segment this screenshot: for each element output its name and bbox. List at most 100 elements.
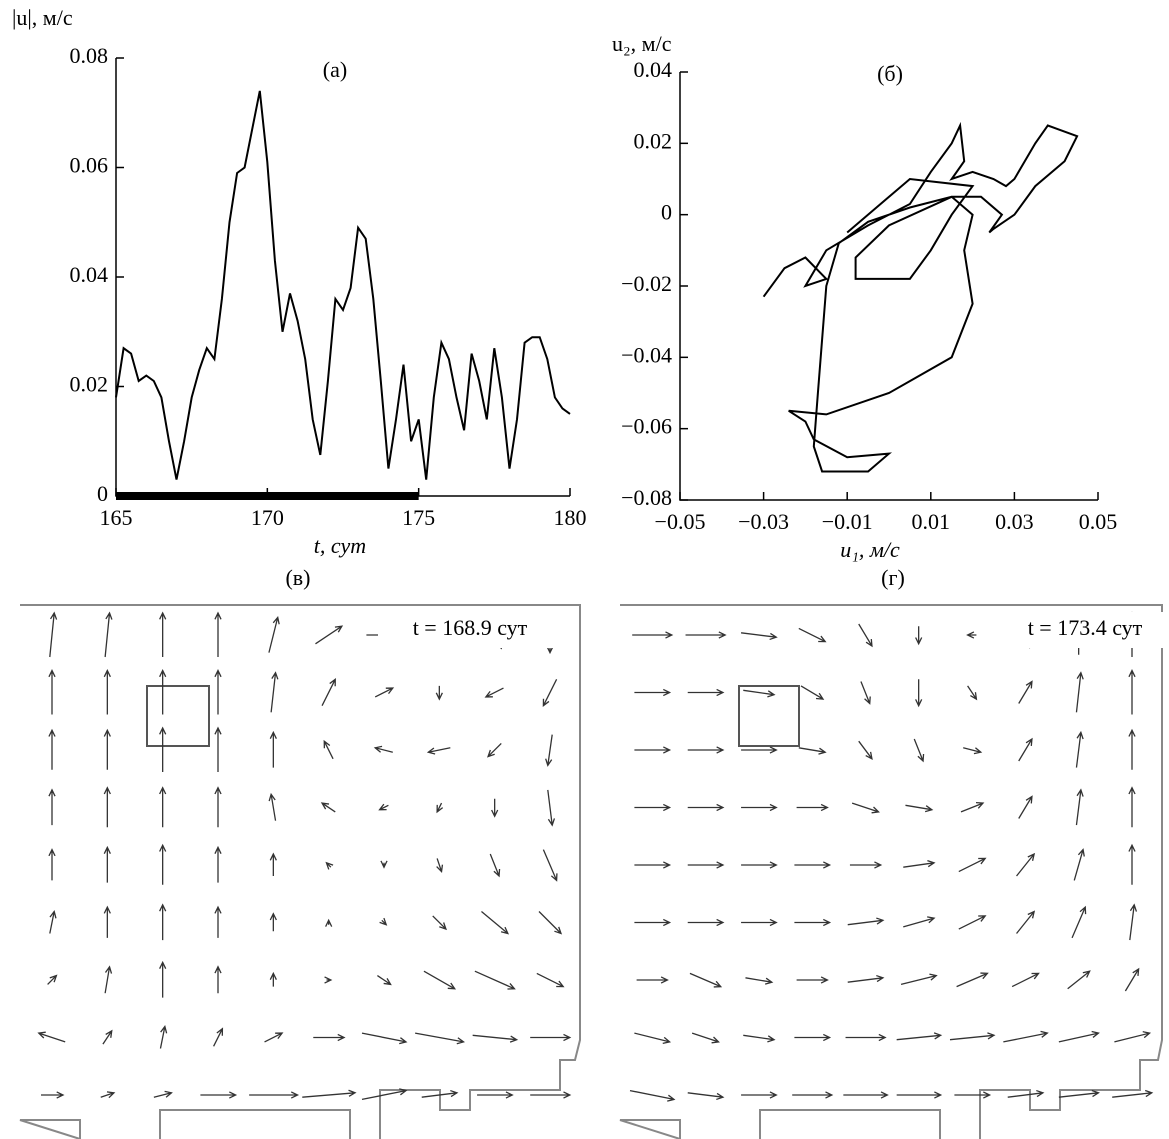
x-axis-label: t, сут	[314, 533, 366, 558]
velocity-arrow	[1124, 967, 1140, 992]
data-line	[762, 121, 1079, 473]
x-tick-label: 165	[100, 505, 133, 530]
velocity-arrow	[435, 685, 443, 701]
velocity-arrow	[49, 910, 57, 934]
velocity-arrow	[794, 1033, 832, 1042]
velocity-arrow	[325, 861, 334, 870]
velocity-arrow	[1075, 730, 1084, 768]
velocity-arrow	[432, 915, 447, 931]
velocity-arrow	[1018, 680, 1033, 704]
velocity-arrow	[687, 688, 725, 697]
velocity-arrow	[269, 971, 277, 987]
velocity-arrow	[47, 974, 58, 985]
velocity-arrow	[361, 1032, 408, 1045]
velocity-arrow	[100, 1091, 116, 1099]
annotation: t = 173.4 сут	[1028, 615, 1143, 640]
velocity-arrow	[313, 1033, 346, 1042]
velocity-arrow	[159, 611, 167, 657]
velocity-arrow	[632, 631, 674, 639]
velocity-arrow	[423, 970, 457, 990]
velocity-arrow	[1007, 1089, 1045, 1098]
velocity-arrow	[159, 903, 167, 941]
x-tick-label: −0.03	[738, 509, 789, 534]
velocity-arrow	[484, 687, 504, 698]
x-tick-label: 0.05	[1079, 509, 1118, 534]
velocity-arrow	[104, 611, 113, 658]
annotation: t = 168.9 сут	[413, 615, 528, 640]
velocity-arrow	[542, 849, 558, 882]
velocity-arrow	[324, 976, 333, 984]
velocity-arrow	[269, 912, 277, 932]
velocity-arrow	[967, 685, 978, 701]
velocity-arrow	[373, 745, 393, 753]
y-tick-label: 0	[97, 481, 108, 506]
velocity-arrow	[214, 726, 222, 772]
velocity-arrow	[958, 857, 987, 873]
velocity-arrow	[629, 1089, 676, 1102]
x-tick-label: 175	[402, 505, 435, 530]
chart-title: (в)	[285, 565, 310, 590]
velocity-arrow	[900, 973, 938, 986]
velocity-arrow	[860, 681, 871, 705]
velocity-arrow	[903, 860, 936, 868]
velocity-arrow	[741, 746, 778, 754]
velocity-arrow	[800, 685, 825, 700]
velocity-arrow	[530, 1091, 572, 1099]
velocity-arrow	[1073, 848, 1085, 881]
velocity-arrow	[1011, 972, 1040, 988]
velocity-arrow	[214, 845, 222, 883]
velocity-arrow	[1075, 671, 1084, 713]
domain-outline	[19, 604, 581, 1139]
velocity-arrow	[1129, 903, 1138, 941]
y-tick-label: 0.06	[70, 153, 109, 178]
velocity-arrow	[491, 798, 499, 818]
velocity-arrow	[843, 1091, 889, 1099]
velocity-arrow	[636, 976, 669, 984]
velocity-arrow	[49, 611, 58, 658]
y-axis-label: |u|, м/с	[12, 5, 73, 30]
velocity-arrow	[214, 786, 222, 828]
velocity-arrow	[103, 728, 111, 770]
velocity-arrow	[436, 802, 444, 814]
axis-line	[679, 72, 1098, 501]
velocity-arrow	[103, 669, 111, 715]
velocity-arrow	[1018, 737, 1033, 762]
velocity-arrow	[1071, 905, 1087, 939]
velocity-arrow	[379, 917, 388, 926]
velocity-arrow	[268, 792, 277, 821]
velocity-arrow	[536, 972, 565, 988]
velocity-arrow	[530, 1033, 572, 1042]
velocity-arrow	[1058, 1030, 1100, 1043]
velocity-arrow	[685, 631, 727, 639]
velocity-arrow	[794, 918, 832, 927]
velocity-arrow	[956, 972, 989, 988]
y-tick-label: −0.02	[621, 271, 672, 296]
velocity-arrow	[436, 858, 444, 874]
x-tick-label: 0.03	[995, 509, 1034, 534]
velocity-arrow	[489, 853, 501, 878]
velocity-arrow	[913, 738, 925, 763]
annotation-box	[378, 612, 562, 648]
x-tick-label: 180	[554, 505, 587, 530]
velocity-arrow	[415, 1032, 466, 1045]
velocity-arrow	[302, 1089, 357, 1098]
velocity-arrow	[426, 747, 451, 755]
velocity-arrow	[954, 1091, 992, 1099]
velocity-arrow	[545, 734, 553, 767]
velocity-arrow	[48, 848, 56, 881]
velocity-arrow	[796, 803, 829, 812]
velocity-arrow	[1016, 910, 1036, 934]
velocity-arrow	[634, 688, 672, 697]
velocity-arrow	[37, 1031, 66, 1043]
velocity-arrow	[1128, 728, 1136, 770]
x-tick-label: −0.05	[655, 509, 706, 534]
velocity-arrow	[1075, 788, 1084, 826]
velocity-arrow	[963, 747, 983, 755]
velocity-arrow	[421, 1089, 459, 1098]
velocity-arrow	[159, 960, 167, 998]
velocity-arrow	[792, 1091, 834, 1099]
velocity-arrow	[1114, 1031, 1152, 1043]
velocity-arrow	[851, 802, 880, 814]
velocity-arrow	[320, 802, 336, 813]
